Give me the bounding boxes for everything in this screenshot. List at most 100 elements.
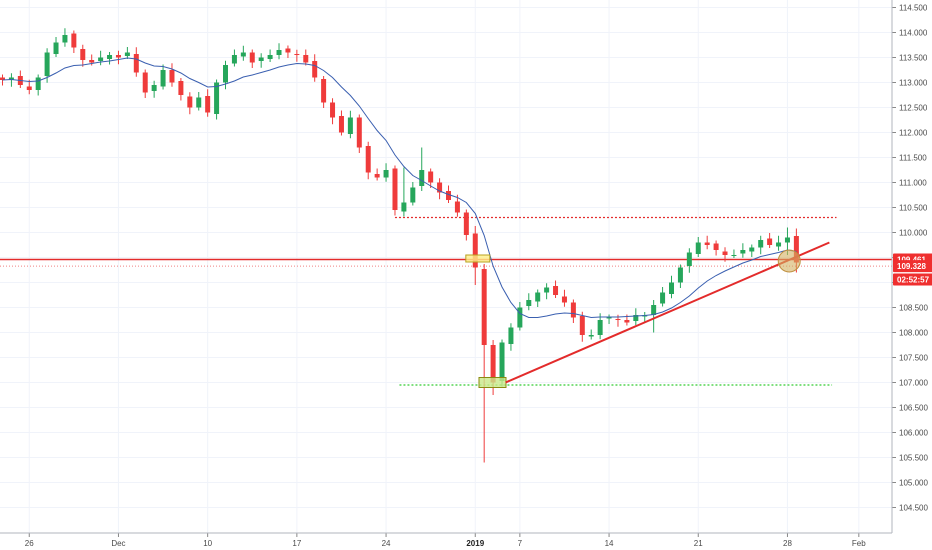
candle-body [624,320,630,323]
candle-body [463,212,469,235]
price-tag-label: 02:52:57 [897,276,930,285]
y-tick-label: 107.500 [899,354,928,363]
candle-body [294,54,300,55]
candle-body [321,79,327,103]
candle-body [767,238,773,245]
y-tick-label: 113.000 [899,79,928,88]
candle-body [570,302,576,318]
candle-body [704,242,710,245]
candle-body [249,52,255,63]
candle-body [26,86,32,90]
moving-average-line [2,57,797,319]
candle-body [651,305,657,315]
candle-body [677,267,683,283]
candle-body [330,102,336,118]
price-tag-box [893,260,932,273]
candle-body [553,286,559,295]
candle-body [561,296,567,303]
candle-body [401,202,407,212]
candle-body [267,55,273,59]
candle-body [62,35,68,43]
candle-body [731,255,737,256]
candle-body [151,85,157,91]
x-tick-label: 2019 [466,539,484,548]
candle-body [695,242,701,254]
y-tick-label: 111.000 [899,179,927,188]
candle-body [365,146,371,173]
candle-body [169,70,175,83]
candle-body [187,96,193,108]
highlight-box-top [465,254,491,263]
candle-body [472,233,478,268]
candle-body [383,170,389,178]
y-tick-label: 107.000 [899,379,928,388]
candle-body [419,170,425,186]
y-tick-label: 105.000 [899,479,928,488]
candle-body [312,61,318,78]
candle-body [356,117,362,148]
candle-body [722,251,728,255]
y-tick-label: 108.500 [899,304,928,313]
candle-body [392,168,398,210]
y-tick-label: 104.500 [899,504,928,513]
candle-body [53,42,59,54]
x-tick-label: Feb [852,539,866,548]
candle-body [776,242,782,247]
candle-body [481,269,487,345]
gridlines [0,0,892,533]
y-tick-label: 114.000 [899,29,928,38]
candle-body [160,70,166,87]
candle-body [544,287,550,293]
y-tick-label: 114.500 [899,4,928,13]
candle-body [526,300,532,306]
price-tag-label: 109.461 [897,255,926,264]
candle-body [240,52,246,57]
candle-body [258,57,264,61]
candles [0,28,799,463]
candle-body [214,82,220,114]
candle-body [285,48,291,53]
candle-body [347,117,353,134]
candle-body [71,33,77,48]
candle-body [597,320,603,335]
candle-body [579,316,585,335]
candle-body [428,171,434,183]
candle-body [517,307,523,328]
x-tick-label: Dec [111,539,125,548]
candle-body [133,54,139,73]
candle-body [205,96,211,113]
candle-body [223,65,228,83]
x-tick-label: 7 [518,539,523,548]
y-tick-label: 106.500 [899,404,928,413]
x-tick-label: 10 [203,539,212,548]
rising-trendline [505,241,830,384]
candle-body [499,342,505,381]
price-tag-box [893,273,932,286]
candle-body [437,182,443,193]
candle-body [107,55,113,59]
candle-body [0,77,5,80]
candle-body [231,55,237,64]
y-tick-label: 110.500 [899,204,928,213]
candle-body [669,282,674,294]
candle-body [606,317,612,319]
candle-body [740,250,746,254]
candle-body [508,327,514,344]
candle-body [749,247,755,252]
candle-body [142,72,148,93]
candle-body [303,55,309,63]
y-tick-label: 105.500 [899,454,928,463]
candle-body [8,77,14,80]
candle-body [35,77,41,90]
candle-body [98,57,104,61]
candle-body [588,335,594,337]
candle-body [758,240,764,248]
y-tick-label: 108.000 [899,329,928,338]
candle-body [535,292,541,302]
candle-body [633,315,639,321]
candle-body [410,187,416,203]
x-tick-label: 28 [783,539,792,548]
breakout-circle [777,249,801,273]
